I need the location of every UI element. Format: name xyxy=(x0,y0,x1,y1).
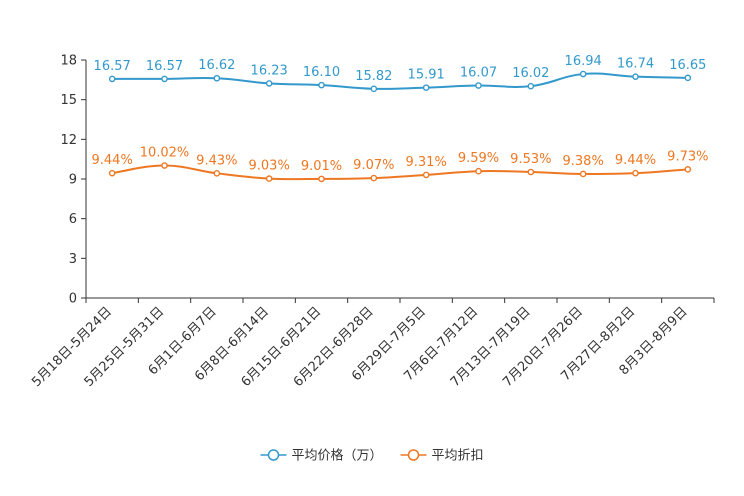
data-labels: 16.57 16.57 16.62 16.23 16.10 15.82 15.91 16.07… xyxy=(92,54,709,174)
data-point xyxy=(632,169,639,177)
data-point xyxy=(632,73,639,80)
legend-marker xyxy=(407,449,420,461)
data-point xyxy=(527,168,535,176)
legend-label: 平均折扣 xyxy=(432,449,484,464)
data-point xyxy=(422,84,430,91)
series-line-0 xyxy=(112,72,688,90)
data-label: 16.02 xyxy=(512,66,549,81)
data-point xyxy=(527,82,535,90)
data-label: 16.62 xyxy=(198,58,235,73)
data-label: 9.03% xyxy=(249,159,290,174)
data-label: 9.44% xyxy=(92,153,133,168)
data-point xyxy=(265,175,273,182)
data-label: 16.10 xyxy=(303,65,340,80)
y-tick-label: 18 xyxy=(60,54,77,69)
data-point xyxy=(265,80,273,87)
data-point xyxy=(579,70,587,78)
data-label: 9.44% xyxy=(615,153,656,168)
data-label: 16.23 xyxy=(251,63,288,78)
legend-item-0: 平均价格（万） xyxy=(260,448,383,464)
data-label: 9.53% xyxy=(510,152,551,167)
series-line-1 xyxy=(112,164,688,181)
data-label: 9.38% xyxy=(563,154,604,169)
data-label: 9.43% xyxy=(196,153,237,168)
data-point xyxy=(108,169,116,177)
data-point xyxy=(318,81,325,89)
data-label: 16.74 xyxy=(617,57,654,72)
data-point xyxy=(475,167,482,175)
data-point xyxy=(684,74,692,82)
axes: 03691215185月18日-5月24日5月25日-5月31日6月1日-6月7… xyxy=(29,54,715,390)
y-tick-label: 12 xyxy=(60,133,77,148)
legend-item-1: 平均折扣 xyxy=(400,449,484,464)
data-point xyxy=(161,75,168,83)
y-tick-label: 6 xyxy=(69,212,77,227)
data-label: 16.07 xyxy=(460,66,497,81)
legend-marker xyxy=(267,449,280,461)
data-point xyxy=(213,170,221,177)
y-tick-label: 3 xyxy=(69,252,77,267)
data-point xyxy=(108,75,116,83)
data-point xyxy=(213,74,221,82)
data-label: 16.65 xyxy=(669,58,706,73)
data-point xyxy=(318,175,325,183)
data-point xyxy=(579,170,587,178)
data-label: 16.94 xyxy=(565,54,602,69)
data-label: 9.59% xyxy=(458,151,499,166)
data-point xyxy=(475,82,482,89)
y-tick-label: 0 xyxy=(69,292,77,307)
y-tick-label: 9 xyxy=(69,173,77,188)
y-tick-label: 15 xyxy=(60,93,77,108)
data-point xyxy=(161,162,168,169)
data-label: 10.02% xyxy=(140,146,190,161)
data-label: 15.91 xyxy=(408,68,445,83)
data-label: 16.57 xyxy=(94,59,131,74)
data-label: 9.07% xyxy=(353,158,394,173)
data-point xyxy=(422,171,430,179)
legend: 平均价格（万） 平均折扣 xyxy=(260,448,484,464)
series-layer xyxy=(108,70,692,183)
legend-label: 平均价格（万） xyxy=(291,448,382,464)
data-label: 15.82 xyxy=(355,69,392,84)
data-label: 9.01% xyxy=(301,159,342,174)
data-point xyxy=(370,85,378,93)
data-label: 16.57 xyxy=(146,59,183,74)
data-label: 9.31% xyxy=(406,155,447,170)
data-label: 9.73% xyxy=(667,149,708,164)
data-point xyxy=(684,166,692,173)
data-point xyxy=(370,174,378,182)
